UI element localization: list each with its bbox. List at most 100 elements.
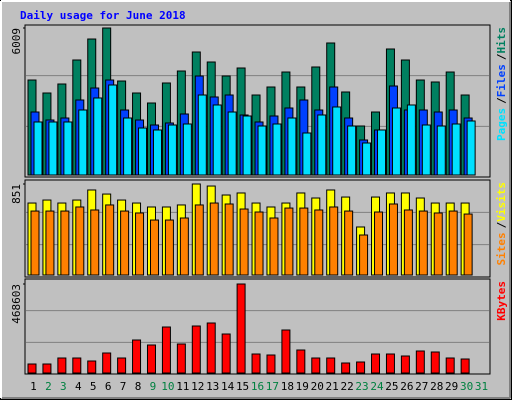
- x-tick-label: 17: [266, 380, 279, 393]
- legend-separator: /: [495, 53, 508, 60]
- bar: [317, 114, 327, 176]
- x-tick-label: 29: [445, 380, 458, 393]
- bar: [75, 206, 85, 276]
- x-tick-label: 31: [475, 380, 488, 393]
- x-tick-label: 23: [355, 380, 368, 393]
- bar: [448, 210, 458, 276]
- bar: [287, 117, 297, 176]
- x-tick-label: 30: [460, 380, 473, 393]
- x-tick-label: 18: [281, 380, 294, 393]
- bar: [463, 213, 473, 276]
- bar: [374, 211, 384, 276]
- bar: [242, 115, 252, 176]
- bar: [362, 142, 372, 176]
- bar: [356, 361, 366, 374]
- bar: [403, 209, 413, 276]
- legend-entry: Visits: [495, 182, 508, 222]
- bar: [257, 125, 267, 176]
- bar: [302, 132, 312, 176]
- legend: Pages/Files/Hits: [495, 27, 508, 141]
- bar: [418, 210, 428, 276]
- x-tick-label: 13: [206, 380, 219, 393]
- bar: [48, 121, 58, 176]
- bar: [406, 104, 416, 176]
- x-tick-label: 16: [251, 380, 264, 393]
- bar: [33, 121, 43, 176]
- bar: [123, 117, 133, 176]
- bar: [224, 203, 234, 276]
- bar: [314, 209, 324, 276]
- legend-separator: /: [495, 221, 508, 228]
- legend-entry: KBytes: [495, 281, 508, 321]
- x-tick-label: 27: [415, 380, 428, 393]
- bar: [385, 353, 395, 374]
- bar: [436, 125, 446, 176]
- x-tick-label: 1: [30, 380, 37, 393]
- bar: [194, 204, 204, 276]
- bar: [391, 107, 401, 176]
- bar: [377, 129, 387, 176]
- bar: [132, 339, 142, 374]
- bar: [209, 202, 219, 276]
- bar: [161, 326, 171, 374]
- bar: [400, 355, 410, 374]
- bar: [72, 357, 82, 374]
- bar: [281, 329, 291, 374]
- bar: [57, 357, 67, 374]
- legend-entry: Sites: [495, 232, 508, 265]
- bar: [176, 343, 186, 374]
- bar: [466, 120, 476, 176]
- bar: [299, 207, 309, 276]
- chart-title: Daily usage for June 2018: [20, 9, 186, 22]
- bar: [108, 84, 118, 176]
- bar: [221, 333, 231, 374]
- bar: [212, 104, 222, 176]
- x-tick-label: 9: [150, 380, 157, 393]
- bar: [371, 353, 381, 374]
- bar: [191, 325, 201, 374]
- bar: [329, 206, 339, 276]
- bar: [236, 283, 246, 374]
- x-tick-label: 28: [430, 380, 443, 393]
- bar: [227, 111, 237, 176]
- bar: [27, 363, 37, 374]
- bar: [135, 212, 145, 276]
- bar: [30, 210, 40, 276]
- x-tick-label: 12: [191, 380, 204, 393]
- legend-entry: Pages: [495, 108, 508, 141]
- x-tick-label: 2: [45, 380, 52, 393]
- bar: [87, 360, 97, 374]
- bar: [146, 344, 156, 374]
- x-tick-label: 7: [120, 380, 127, 393]
- x-tick-label: 20: [311, 380, 324, 393]
- bar: [152, 129, 162, 176]
- legend-separator: /: [495, 97, 508, 104]
- x-tick-label: 5: [90, 380, 97, 393]
- x-tick-label: 15: [236, 380, 249, 393]
- bar: [296, 349, 306, 374]
- bar: [421, 124, 431, 176]
- bar: [460, 358, 470, 374]
- bar: [344, 210, 354, 276]
- bar: [388, 203, 398, 276]
- bar: [138, 127, 148, 176]
- bar: [167, 124, 177, 176]
- x-tick-label: 26: [400, 380, 413, 393]
- bar: [149, 219, 159, 276]
- bar: [341, 362, 351, 374]
- x-tick-label: 25: [385, 380, 398, 393]
- bar: [451, 123, 461, 176]
- legend: Sites /Visits: [495, 182, 508, 266]
- bar: [60, 210, 70, 276]
- x-tick-label: 3: [60, 380, 67, 393]
- bar: [239, 208, 249, 276]
- bar: [90, 209, 100, 276]
- legend-entry: Hits: [495, 27, 508, 54]
- bar: [93, 97, 103, 176]
- y-tick-label: 468603: [10, 284, 23, 324]
- bar: [206, 322, 216, 374]
- x-tick-label: 10: [161, 380, 174, 393]
- bar: [254, 211, 264, 276]
- x-tick-label: 21: [326, 380, 339, 393]
